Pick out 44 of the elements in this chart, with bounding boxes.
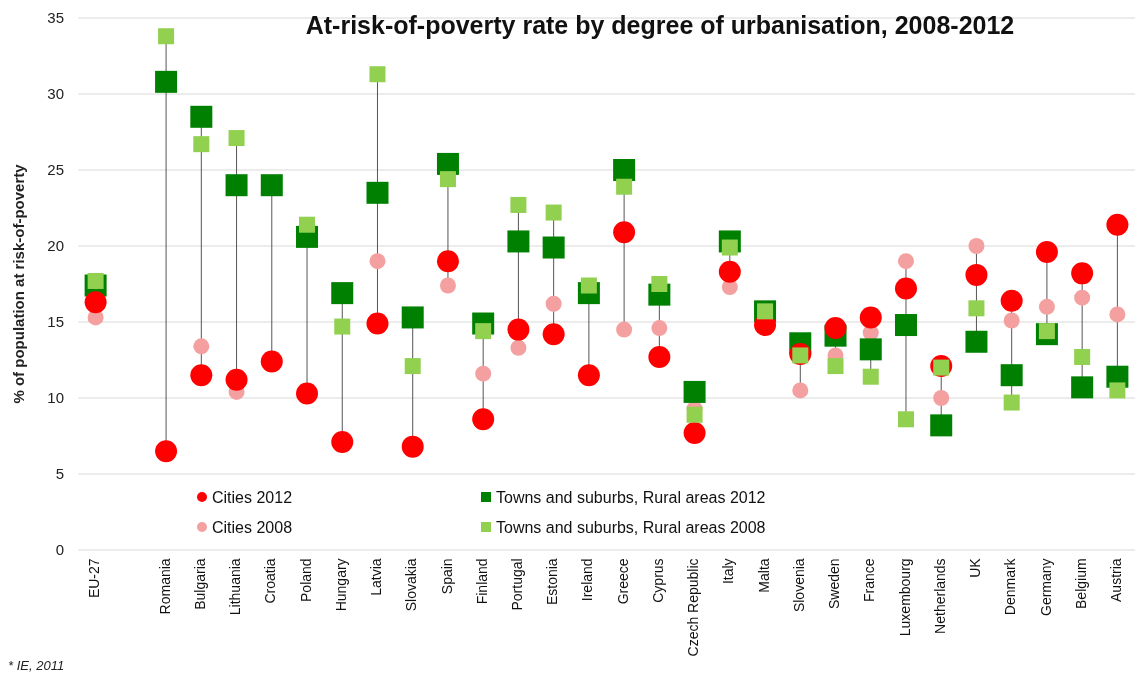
x-tick-label: Slovenia: [790, 558, 807, 613]
x-tick-label: UK: [967, 557, 984, 578]
x-tick-label: Lithuania: [227, 558, 244, 616]
x-tick-label: Spain: [438, 558, 455, 595]
y-tick-label: 35: [47, 9, 64, 27]
x-tick-label: Latvia: [368, 558, 385, 596]
x-tick-label: Netherlands: [931, 558, 948, 634]
x-tick-label: Denmark: [1002, 557, 1019, 616]
y-tick-label: 15: [47, 313, 64, 331]
x-tick-label: Germany: [1037, 558, 1054, 616]
y-axis-title: % of population at risk-of-poverty: [10, 163, 27, 404]
x-tick-label: Finland: [473, 558, 490, 605]
chart-title: At-risk-of-poverty rate by degree of urbanisation, 2008-2012: [305, 11, 1015, 39]
x-tick-label: Austria: [1107, 558, 1124, 602]
x-tick-label: Czech Republic: [685, 558, 702, 657]
x-tick-label: Estonia: [544, 558, 561, 606]
y-tick-label: 10: [47, 389, 64, 407]
y-tick-label: 30: [47, 85, 64, 103]
x-tick-label: Cyprus: [649, 558, 666, 603]
x-tick-label: Luxembourg: [896, 558, 913, 637]
x-tick-label: Romania: [156, 558, 173, 615]
x-tick-label: Sweden: [826, 558, 843, 609]
y-tick-label: 5: [55, 465, 64, 483]
x-tick-label: Hungary: [332, 558, 349, 612]
x-tick-label: Belgium: [1072, 558, 1089, 609]
x-tick-label: Malta: [755, 558, 772, 593]
x-tick-label: Croatia: [262, 558, 279, 604]
x-tick-label: Ireland: [579, 558, 596, 602]
legend-label: Cities 2008: [212, 518, 293, 536]
x-tick-label: Bulgaria: [191, 558, 208, 610]
y-tick-label: 25: [47, 161, 64, 179]
x-tick-label: EU-27: [86, 558, 103, 599]
x-tick-label: Slovakia: [403, 558, 420, 612]
y-tick-label: 20: [47, 237, 64, 255]
y-tick-label: 0: [55, 541, 64, 559]
x-tick-label: France: [861, 558, 878, 602]
legend-label: Cities 2012: [212, 488, 293, 506]
x-tick-label: Poland: [297, 558, 314, 602]
x-tick-label: Portugal: [509, 558, 526, 611]
x-tick-label: Italy: [720, 558, 737, 585]
text: * IE, 2011: [8, 658, 65, 673]
legend-label: Towns and suburbs, Rural areas 2012: [496, 488, 766, 506]
legend-label: Towns and suburbs, Rural areas 2008: [496, 518, 766, 536]
x-tick-label: Greece: [614, 558, 631, 605]
